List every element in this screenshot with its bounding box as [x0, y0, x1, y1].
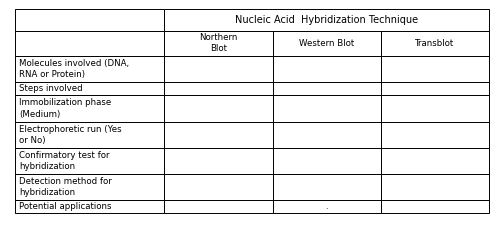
Bar	[15, 95, 164, 122]
Bar	[15, 122, 164, 148]
Bar	[381, 56, 489, 82]
Bar	[273, 200, 381, 213]
Bar	[273, 148, 381, 174]
Text: Western Blot: Western Blot	[299, 39, 354, 48]
Text: Transblot: Transblot	[415, 39, 455, 48]
Bar	[164, 82, 273, 95]
Bar	[381, 122, 489, 148]
Bar	[15, 174, 164, 200]
Text: Steps involved: Steps involved	[19, 84, 83, 93]
Bar	[381, 148, 489, 174]
Bar	[381, 30, 489, 56]
Bar	[15, 9, 164, 31]
Bar	[164, 148, 273, 174]
Text: Electrophoretic run (Yes
or No): Electrophoretic run (Yes or No)	[19, 125, 122, 145]
Bar	[273, 82, 381, 95]
Bar	[164, 95, 273, 122]
Bar	[15, 200, 164, 213]
Text: Confirmatory test for
hybridization: Confirmatory test for hybridization	[19, 151, 110, 171]
Bar	[164, 30, 273, 56]
Text: Potential applications: Potential applications	[19, 202, 112, 211]
Text: Molecules involved (DNA,
RNA or Protein): Molecules involved (DNA, RNA or Protein)	[19, 59, 130, 79]
Bar	[15, 30, 164, 56]
Text: Nucleic Acid  Hybridization Technique: Nucleic Acid Hybridization Technique	[235, 15, 418, 25]
Text: Immobilization phase
(Medium): Immobilization phase (Medium)	[19, 99, 111, 118]
Bar	[164, 200, 273, 213]
Bar	[164, 122, 273, 148]
Bar	[381, 95, 489, 122]
Bar	[164, 56, 273, 82]
Bar	[15, 56, 164, 82]
Bar	[15, 148, 164, 174]
Bar	[273, 95, 381, 122]
Text: Detection method for
hybridization: Detection method for hybridization	[19, 177, 112, 197]
Bar	[164, 174, 273, 200]
Bar	[381, 200, 489, 213]
Bar	[273, 122, 381, 148]
Bar	[273, 56, 381, 82]
Text: .: .	[325, 202, 328, 211]
Text: Northern
Blot: Northern Blot	[199, 33, 237, 53]
Bar	[273, 174, 381, 200]
Bar	[15, 82, 164, 95]
Bar	[381, 174, 489, 200]
Bar	[273, 30, 381, 56]
Bar	[164, 9, 489, 31]
Bar	[381, 82, 489, 95]
